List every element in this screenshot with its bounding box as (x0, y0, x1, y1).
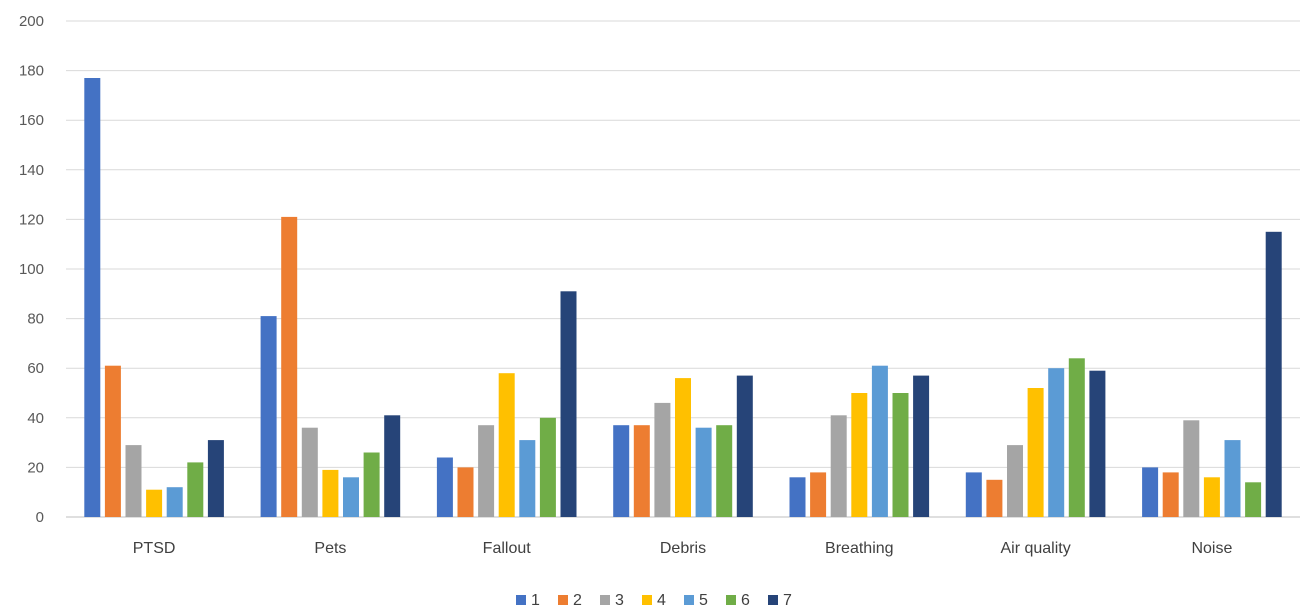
bar-series-1-pets (260, 316, 277, 517)
y-tick-label: 200 (19, 13, 44, 30)
x-category-label: Noise (1191, 540, 1232, 557)
y-tick-label: 160 (19, 112, 44, 129)
y-tick-label: 140 (19, 162, 44, 179)
bar-series-3-debris (654, 402, 671, 517)
y-tick-label: 180 (19, 63, 44, 80)
x-category-label: Breathing (825, 540, 894, 557)
legend-label: 3 (615, 592, 624, 609)
bar-series (84, 78, 1282, 518)
bar-series-6-noise (1245, 482, 1262, 517)
x-category-label: Fallout (483, 540, 532, 557)
bar-series-2-pets (281, 216, 298, 517)
bar-series-1-noise (1142, 467, 1159, 517)
bar-series-3-air-quality (1007, 445, 1023, 517)
bar-series-1-fallout (436, 457, 453, 517)
bar-series-5-breathing (871, 365, 888, 517)
x-category-label: PTSD (133, 540, 176, 557)
bar-series-3-noise (1183, 420, 1200, 517)
bar-series-6-ptsd (187, 462, 204, 517)
bar-series-7-air-quality (1089, 370, 1106, 517)
legend-swatch (558, 595, 568, 605)
bar-series-2-ptsd (104, 365, 121, 517)
legend-label: 1 (531, 592, 540, 609)
bar-series-5-ptsd (166, 487, 183, 517)
y-tick-label: 60 (27, 360, 44, 377)
bar-series-7-fallout (560, 291, 577, 517)
bar-series-1-air-quality (965, 472, 982, 517)
y-tick-label: 40 (27, 410, 44, 427)
bar-series-5-debris (695, 427, 712, 517)
legend-label: 4 (657, 592, 666, 609)
bar-series-4-debris (675, 378, 691, 517)
bar-series-6-fallout (539, 417, 556, 517)
bar-series-4-air-quality (1027, 388, 1044, 517)
legend-label: 2 (573, 592, 582, 609)
legend-swatch (726, 595, 736, 605)
bar-series-1-debris (613, 425, 630, 517)
bar-series-6-pets (363, 452, 380, 517)
bar-series-1-breathing (789, 477, 806, 517)
bar-series-7-pets (384, 415, 401, 517)
legend-swatch (768, 595, 778, 605)
y-tick-label: 100 (19, 261, 44, 278)
bar-series-6-air-quality (1068, 358, 1085, 517)
bar-series-2-debris (633, 425, 650, 517)
y-tick-label: 120 (19, 211, 44, 228)
bar-series-4-pets (322, 469, 339, 517)
y-tick-label: 80 (27, 311, 44, 328)
bar-series-5-air-quality (1048, 368, 1065, 517)
bar-series-1-ptsd (84, 78, 101, 517)
bar-series-3-pets (301, 427, 318, 517)
legend: 1 2 3 4 5 6 7 (516, 592, 792, 609)
bar-series-7-noise (1265, 231, 1282, 518)
x-category-label: Debris (660, 540, 706, 557)
bar-series-7-debris (736, 375, 753, 517)
bar-series-5-fallout (519, 440, 536, 517)
bar-series-4-ptsd (146, 489, 163, 517)
legend-swatch (684, 595, 694, 605)
x-category-label: Pets (314, 540, 346, 557)
legend-label: 5 (699, 592, 708, 609)
bar-series-3-ptsd (125, 445, 142, 517)
bar-series-3-breathing (830, 415, 847, 517)
legend-label: 6 (741, 592, 750, 609)
bar-series-6-debris (716, 425, 733, 517)
bar-series-5-pets (343, 477, 359, 517)
bar-series-4-breathing (851, 393, 868, 517)
legend-label: 7 (783, 592, 792, 609)
bar-series-2-fallout (457, 467, 474, 517)
bar-series-4-noise (1203, 477, 1220, 517)
legend-swatch (600, 595, 610, 605)
x-axis-category-labels: PTSD Pets Fallout Debris Breathing Air qualit… (133, 540, 1233, 557)
x-category-label: Air quality (1000, 540, 1070, 557)
y-axis-tick-labels: 0 20 40 60 80 100 120 140 160 180 200 (19, 13, 44, 526)
y-tick-label: 20 (27, 459, 44, 476)
bar-series-7-breathing (913, 375, 930, 517)
legend-swatch (642, 595, 652, 605)
bar-series-5-noise (1224, 440, 1241, 517)
bar-series-3-fallout (478, 425, 495, 517)
legend-swatch (516, 595, 526, 605)
bar-series-6-breathing (892, 393, 909, 517)
bar-series-2-breathing (810, 472, 827, 517)
bar-series-7-ptsd (207, 440, 224, 517)
bar-series-4-fallout (498, 373, 515, 517)
bar-series-2-noise (1162, 472, 1179, 517)
y-tick-label: 0 (36, 509, 44, 526)
bar-series-2-air-quality (986, 479, 1003, 517)
